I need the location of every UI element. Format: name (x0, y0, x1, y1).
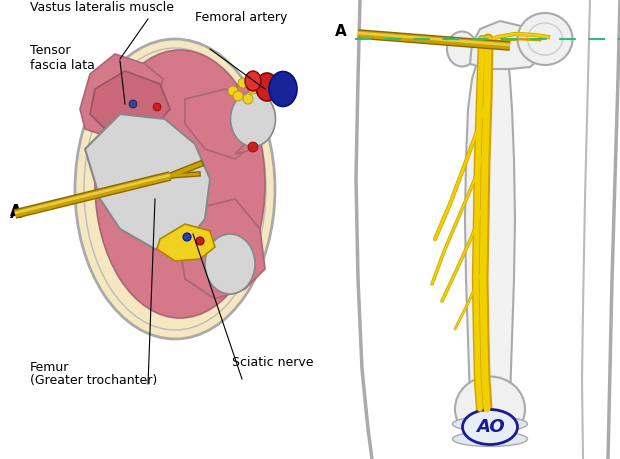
Text: A: A (335, 24, 347, 39)
Ellipse shape (463, 409, 518, 444)
Text: A: A (10, 203, 22, 218)
Ellipse shape (455, 376, 525, 442)
Text: (Greater trochanter): (Greater trochanter) (30, 374, 157, 387)
Ellipse shape (447, 32, 477, 67)
Polygon shape (465, 44, 515, 399)
Text: Tensor
fascia lata: Tensor fascia lata (30, 44, 95, 72)
Text: Vastus lateralis muscle: Vastus lateralis muscle (30, 1, 174, 14)
Ellipse shape (453, 416, 528, 431)
Ellipse shape (205, 234, 255, 294)
Polygon shape (180, 199, 265, 299)
Circle shape (153, 103, 161, 111)
Ellipse shape (245, 71, 261, 91)
Circle shape (233, 91, 243, 101)
Ellipse shape (95, 50, 265, 318)
Ellipse shape (256, 73, 278, 101)
Circle shape (248, 142, 258, 152)
Text: Femur: Femur (30, 361, 69, 374)
Circle shape (238, 78, 248, 88)
Circle shape (183, 233, 191, 241)
Polygon shape (230, 79, 270, 154)
Ellipse shape (269, 72, 297, 106)
Text: AO: AO (476, 418, 504, 436)
Ellipse shape (518, 13, 572, 65)
Ellipse shape (231, 91, 275, 146)
Polygon shape (185, 89, 260, 159)
Ellipse shape (480, 424, 500, 444)
Ellipse shape (453, 431, 528, 447)
Ellipse shape (75, 39, 275, 339)
Text: Femoral artery: Femoral artery (195, 11, 288, 24)
Ellipse shape (84, 48, 266, 330)
Circle shape (248, 84, 258, 94)
Text: A: A (10, 207, 22, 222)
Circle shape (196, 237, 204, 245)
Text: Sciatic nerve: Sciatic nerve (232, 356, 314, 369)
Polygon shape (90, 71, 170, 139)
Polygon shape (157, 224, 215, 261)
Polygon shape (470, 21, 542, 69)
Polygon shape (85, 114, 210, 249)
Circle shape (243, 94, 253, 104)
Circle shape (228, 86, 238, 96)
Polygon shape (80, 54, 163, 139)
Circle shape (129, 100, 137, 108)
